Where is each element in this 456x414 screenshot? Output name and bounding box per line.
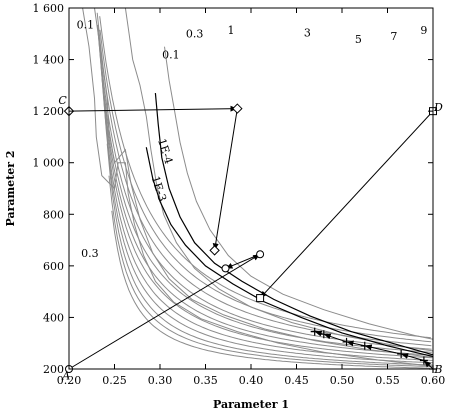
contour-line bbox=[99, 44, 433, 361]
x-tick-label: 0.20 bbox=[57, 374, 82, 387]
contour-level-label: 0.3 bbox=[81, 247, 99, 260]
corner-label: A bbox=[61, 369, 70, 382]
plus-marker bbox=[310, 327, 319, 336]
path-segment bbox=[323, 333, 347, 343]
contour-level-label: 0.1 bbox=[77, 19, 95, 32]
corner-label: D bbox=[433, 101, 443, 114]
y-tick-label: 400 bbox=[43, 311, 64, 324]
contour-line bbox=[97, 32, 432, 353]
y-tick-label: 1 000 bbox=[33, 157, 65, 170]
contour-line bbox=[99, 16, 431, 339]
plus-marker bbox=[319, 330, 328, 339]
contour-line bbox=[94, 7, 434, 358]
path-segment bbox=[225, 253, 261, 269]
plus-marker bbox=[419, 356, 428, 365]
contour-line bbox=[97, 24, 432, 350]
contour-level-label: 9 bbox=[420, 24, 427, 37]
square-marker bbox=[256, 294, 265, 303]
contour-labels: 1E-4 1E-3 0.1 0.1 0.3 1 3 5 7 9 0.3 bbox=[77, 19, 428, 260]
x-axis-title: Parameter 1 bbox=[213, 398, 289, 411]
y-axis-ticks: 200 400 600 800 1 000 1 200 1 400 1 600 bbox=[33, 2, 433, 376]
plus-marker bbox=[397, 350, 406, 359]
contour-line bbox=[111, 210, 431, 369]
contour-line-minimum bbox=[145, 147, 434, 358]
contour-lines bbox=[82, 7, 434, 369]
diamond-marker bbox=[232, 103, 243, 114]
x-tick-label: 0.60 bbox=[421, 374, 446, 387]
plus-marker bbox=[342, 337, 351, 346]
path-segment bbox=[401, 353, 425, 361]
circle-marker bbox=[221, 264, 230, 273]
x-tick-label: 0.30 bbox=[148, 374, 173, 387]
y-tick-label: 1 600 bbox=[33, 2, 65, 15]
contour-line bbox=[124, 7, 434, 352]
path-segment bbox=[68, 253, 261, 370]
contour-level-label: 0.1 bbox=[162, 48, 180, 61]
optimization-paths bbox=[68, 105, 434, 370]
contour-line bbox=[82, 7, 434, 367]
y-tick-label: 600 bbox=[43, 260, 64, 273]
x-tick-label: 0.55 bbox=[375, 374, 400, 387]
contour-line-minimum bbox=[154, 93, 434, 356]
contour-line bbox=[98, 37, 433, 356]
contour-level-label: 7 bbox=[390, 30, 397, 43]
x-tick-label: 0.25 bbox=[102, 374, 127, 387]
path-segment bbox=[423, 360, 434, 370]
data-markers bbox=[63, 103, 437, 373]
path-segment bbox=[68, 105, 238, 112]
y-tick-label: 1 200 bbox=[33, 105, 65, 118]
x-tick-label: 0.45 bbox=[284, 374, 309, 387]
y-tick-label: 1 400 bbox=[33, 54, 65, 67]
path-segment bbox=[346, 340, 365, 347]
diamond-marker bbox=[209, 245, 220, 256]
x-tick-label: 0.50 bbox=[330, 374, 355, 387]
corner-label: B bbox=[433, 363, 442, 376]
x-tick-label: 0.40 bbox=[239, 374, 264, 387]
path-segment bbox=[212, 108, 238, 251]
contour-line bbox=[164, 46, 434, 340]
contour-line bbox=[108, 175, 434, 368]
y-tick-label: 800 bbox=[43, 208, 64, 221]
contour-level-label: 0.3 bbox=[186, 28, 204, 41]
y-axis-title: Parameter 2 bbox=[4, 150, 17, 226]
path-segment bbox=[364, 344, 402, 355]
contour-level-label: 3 bbox=[304, 26, 311, 39]
y-tick-label: 200 bbox=[43, 363, 64, 376]
corner-labels: A B C D bbox=[58, 94, 443, 382]
contour-line bbox=[98, 39, 433, 359]
path-segment bbox=[259, 110, 434, 299]
contour-line bbox=[96, 12, 432, 347]
contour-line bbox=[106, 143, 433, 366]
circle-marker bbox=[256, 250, 265, 259]
contour-level-label: 5 bbox=[355, 33, 362, 46]
corner-label: C bbox=[58, 94, 67, 107]
contour-level-label: 1E-4 bbox=[155, 137, 175, 166]
x-tick-label: 0.35 bbox=[193, 374, 218, 387]
contour-level-label: 1E-3 bbox=[149, 174, 169, 203]
contour-level-label: 1 bbox=[227, 24, 234, 37]
plus-marker bbox=[360, 341, 369, 350]
x-axis-ticks: 0.20 0.25 0.30 0.35 0.40 0.45 0.50 0.55 0.60 bbox=[57, 8, 446, 387]
